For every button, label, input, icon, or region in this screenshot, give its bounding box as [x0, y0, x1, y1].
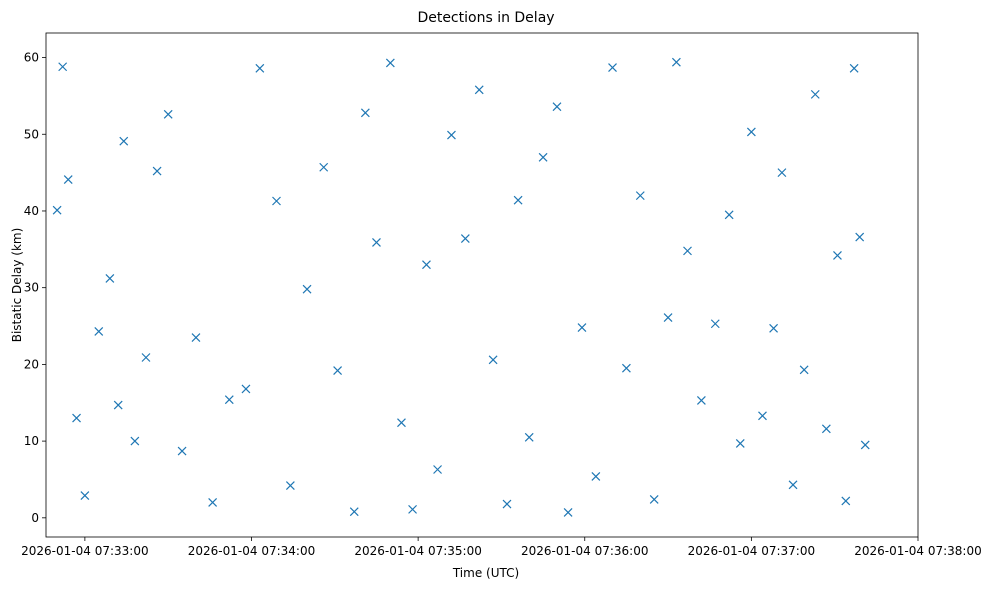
data-point	[777, 168, 787, 178]
data-point	[608, 63, 617, 72]
data-point	[319, 162, 329, 172]
data-point	[799, 365, 809, 375]
data-point	[422, 260, 431, 270]
y-tick-label: 0	[31, 511, 39, 525]
data-point	[372, 238, 381, 247]
points-layer	[52, 57, 870, 517]
data-point	[360, 108, 370, 118]
data-point	[810, 89, 820, 99]
data-point	[408, 504, 417, 514]
data-point	[513, 195, 523, 205]
data-point	[105, 274, 115, 283]
data-point	[241, 384, 251, 394]
data-point	[502, 499, 512, 509]
data-point	[671, 57, 681, 67]
data-point	[841, 496, 851, 506]
data-point	[591, 471, 601, 481]
data-point	[349, 507, 359, 517]
data-point	[130, 436, 140, 446]
data-point	[710, 319, 720, 329]
x-tick-label: 2026-01-04 07:37:00	[688, 544, 815, 558]
data-point	[788, 480, 798, 490]
data-point	[272, 196, 281, 206]
data-point	[552, 102, 562, 112]
data-point	[52, 205, 62, 215]
data-point	[833, 251, 842, 260]
x-axis-label: Time (UTC)	[452, 566, 519, 580]
y-tick-label: 40	[24, 204, 39, 218]
data-point	[488, 355, 498, 365]
data-point	[224, 395, 234, 405]
data-point	[177, 446, 187, 456]
data-point	[302, 284, 312, 294]
data-point	[397, 418, 406, 428]
x-tick-label: 2026-01-04 07:35:00	[354, 544, 481, 558]
y-tick-label: 20	[24, 357, 39, 371]
x-tick-label: 2026-01-04 07:38:00	[854, 544, 981, 558]
data-point	[72, 413, 81, 423]
data-point	[524, 432, 534, 442]
data-point	[696, 396, 706, 405]
data-point	[113, 400, 123, 410]
data-point	[683, 246, 692, 256]
y-axis: 0 10 20 30 40 50 60	[24, 51, 46, 525]
data-point	[58, 62, 68, 72]
data-point	[849, 63, 859, 73]
data-point	[447, 130, 456, 140]
data-point	[255, 63, 265, 73]
data-point	[94, 326, 104, 336]
plot-frame	[45, 32, 919, 538]
data-point	[63, 175, 73, 184]
data-point	[563, 508, 573, 517]
y-tick-label: 10	[24, 434, 39, 448]
chart-title: Detections in Delay	[417, 10, 554, 26]
data-point	[474, 85, 484, 95]
data-point	[152, 166, 162, 176]
data-point	[769, 323, 779, 333]
data-point	[577, 323, 587, 332]
y-tick-label: 60	[24, 51, 39, 65]
data-point	[724, 210, 734, 220]
data-point	[758, 411, 767, 421]
data-point	[285, 481, 295, 491]
y-tick-label: 30	[24, 281, 39, 295]
data-point	[821, 424, 831, 434]
x-tick-label: 2026-01-04 07:34:00	[188, 544, 315, 558]
data-point	[860, 440, 870, 450]
y-axis-label: Bistatic Delay (km)	[10, 228, 24, 343]
data-point	[621, 363, 631, 373]
data-point	[141, 353, 151, 362]
data-point	[460, 234, 470, 244]
data-point	[80, 491, 90, 500]
data-point	[208, 498, 218, 507]
data-point	[433, 465, 442, 474]
x-tick-label: 2026-01-04 07:33:00	[21, 544, 148, 558]
data-point	[635, 191, 645, 201]
x-axis: 2026-01-04 07:33:00 2026-01-04 07:34:00 20…	[21, 537, 982, 558]
data-point	[649, 494, 659, 504]
x-tick-label: 2026-01-04 07:36:00	[521, 544, 648, 558]
data-point	[663, 313, 673, 323]
data-point	[855, 232, 865, 242]
data-point	[163, 109, 173, 119]
data-point	[735, 438, 745, 448]
data-point	[191, 333, 201, 342]
y-tick-label: 50	[24, 127, 39, 141]
data-point	[538, 152, 548, 162]
data-point	[119, 136, 129, 146]
data-point	[385, 58, 395, 68]
data-point	[333, 366, 343, 375]
data-point	[746, 127, 756, 137]
